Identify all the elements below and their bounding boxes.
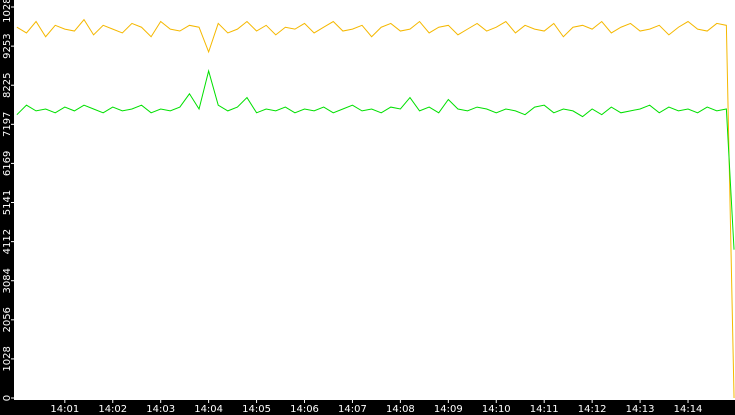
x-tick-label: 14:02: [98, 404, 127, 415]
y-tick-label: 2056: [2, 307, 13, 332]
x-tick-label: 14:07: [338, 404, 367, 415]
y-tick-label: 1028: [2, 346, 13, 371]
x-axis-strip: [0, 400, 735, 415]
y-tick-label: 7197: [2, 112, 13, 137]
y-axis-strip: [0, 0, 14, 415]
x-tick-label: 14:10: [482, 404, 511, 415]
x-tick-label: 14:01: [50, 404, 79, 415]
y-tick-label: 6169: [2, 151, 13, 176]
x-tick-label: 14:14: [674, 404, 703, 415]
y-tick-label: 3084: [2, 268, 13, 293]
y-tick-label: 4112: [2, 229, 13, 254]
data-line: [16, 18, 735, 399]
x-tick-label: 14:13: [626, 404, 655, 415]
x-tick-label: 14:04: [194, 404, 223, 415]
x-tick-label: 14:11: [530, 404, 559, 415]
x-tick-label: 14:09: [434, 404, 463, 415]
y-tick-label: 0: [2, 395, 13, 401]
x-tick-label: 14:08: [386, 404, 415, 415]
x-tick-label: 14:06: [290, 404, 319, 415]
x-tick-label: 14:05: [242, 404, 271, 415]
y-tick-label: 5141: [2, 190, 13, 215]
y-tick-label: 8225: [2, 72, 13, 97]
x-tick-label: 14:03: [146, 404, 175, 415]
data-line: [16, 69, 735, 250]
y-tick-label: 10282: [2, 0, 13, 23]
x-tick-label: 14:12: [578, 404, 607, 415]
y-tick-label: 9253: [2, 33, 13, 58]
